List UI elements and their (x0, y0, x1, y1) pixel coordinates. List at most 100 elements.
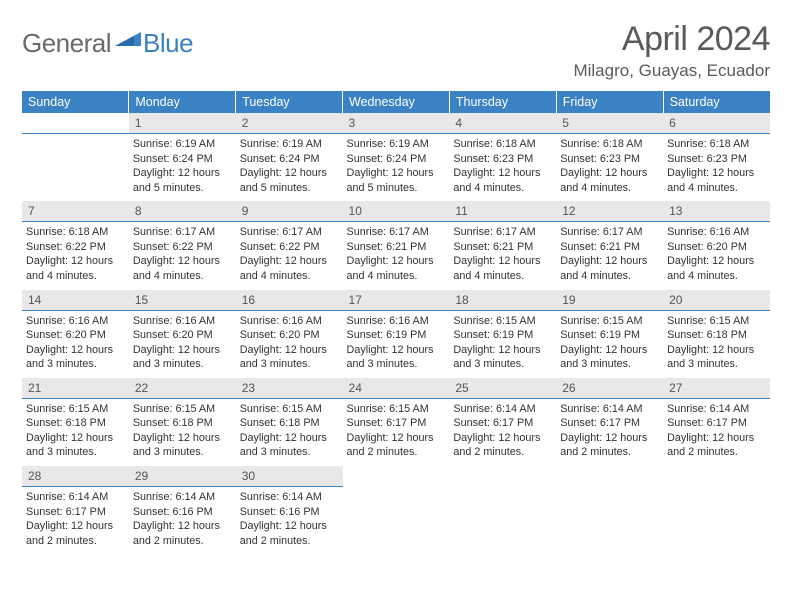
day-cell: 29Sunrise: 6:14 AMSunset: 6:16 PMDayligh… (129, 466, 236, 554)
day-number: 3 (343, 113, 450, 134)
sunset-text: Sunset: 6:23 PM (667, 152, 766, 167)
sunset-text: Sunset: 6:18 PM (240, 416, 339, 431)
day-cell: 24Sunrise: 6:15 AMSunset: 6:17 PMDayligh… (343, 378, 450, 466)
week-row: 14Sunrise: 6:16 AMSunset: 6:20 PMDayligh… (22, 290, 770, 378)
day-detail: Sunrise: 6:15 AMSunset: 6:19 PMDaylight:… (556, 311, 663, 378)
sunrise-text: Sunrise: 6:14 AM (453, 402, 552, 417)
sunset-text: Sunset: 6:22 PM (133, 240, 232, 255)
sunset-text: Sunset: 6:22 PM (26, 240, 125, 255)
week-row: 28Sunrise: 6:14 AMSunset: 6:17 PMDayligh… (22, 466, 770, 554)
day-number: 30 (236, 466, 343, 487)
sunrise-text: Sunrise: 6:15 AM (26, 402, 125, 417)
sunset-text: Sunset: 6:20 PM (240, 328, 339, 343)
day-cell: 22Sunrise: 6:15 AMSunset: 6:18 PMDayligh… (129, 378, 236, 466)
sunset-text: Sunset: 6:19 PM (347, 328, 446, 343)
day-number: 23 (236, 378, 343, 399)
daylight-text: Daylight: 12 hours and 2 minutes. (453, 431, 552, 460)
sunrise-text: Sunrise: 6:19 AM (133, 137, 232, 152)
sunset-text: Sunset: 6:17 PM (560, 416, 659, 431)
day-number: 16 (236, 290, 343, 311)
sunset-text: Sunset: 6:20 PM (26, 328, 125, 343)
day-number: 24 (343, 378, 450, 399)
day-cell: 26Sunrise: 6:14 AMSunset: 6:17 PMDayligh… (556, 378, 663, 466)
day-detail: Sunrise: 6:19 AMSunset: 6:24 PMDaylight:… (343, 134, 450, 201)
day-cell: 18Sunrise: 6:15 AMSunset: 6:19 PMDayligh… (449, 290, 556, 378)
header: General Blue April 2024 Milagro, Guayas,… (22, 20, 770, 81)
day-cell: 8Sunrise: 6:17 AMSunset: 6:22 PMDaylight… (129, 201, 236, 289)
daylight-text: Daylight: 12 hours and 4 minutes. (453, 254, 552, 283)
sunrise-text: Sunrise: 6:14 AM (240, 490, 339, 505)
day-cell: 10Sunrise: 6:17 AMSunset: 6:21 PMDayligh… (343, 201, 450, 289)
day-detail: Sunrise: 6:14 AMSunset: 6:17 PMDaylight:… (22, 487, 129, 554)
day-cell: 14Sunrise: 6:16 AMSunset: 6:20 PMDayligh… (22, 290, 129, 378)
day-detail: Sunrise: 6:17 AMSunset: 6:21 PMDaylight:… (449, 222, 556, 289)
day-number: 9 (236, 201, 343, 222)
weekday-header: Wednesday (343, 91, 450, 113)
day-detail: Sunrise: 6:14 AMSunset: 6:16 PMDaylight:… (236, 487, 343, 554)
sunrise-text: Sunrise: 6:15 AM (560, 314, 659, 329)
sunset-text: Sunset: 6:21 PM (560, 240, 659, 255)
sunrise-text: Sunrise: 6:14 AM (560, 402, 659, 417)
sunset-text: Sunset: 6:24 PM (133, 152, 232, 167)
day-number: 10 (343, 201, 450, 222)
day-number: 21 (22, 378, 129, 399)
day-number: 4 (449, 113, 556, 134)
sunrise-text: Sunrise: 6:18 AM (26, 225, 125, 240)
week-row: 1Sunrise: 6:19 AMSunset: 6:24 PMDaylight… (22, 113, 770, 201)
weekday-header: Monday (129, 91, 236, 113)
sunrise-text: Sunrise: 6:15 AM (667, 314, 766, 329)
day-cell: 20Sunrise: 6:15 AMSunset: 6:18 PMDayligh… (663, 290, 770, 378)
daylight-text: Daylight: 12 hours and 4 minutes. (347, 254, 446, 283)
sunset-text: Sunset: 6:17 PM (347, 416, 446, 431)
day-number: 12 (556, 201, 663, 222)
day-number: 15 (129, 290, 236, 311)
daylight-text: Daylight: 12 hours and 2 minutes. (26, 519, 125, 548)
day-cell: 1Sunrise: 6:19 AMSunset: 6:24 PMDaylight… (129, 113, 236, 201)
sunset-text: Sunset: 6:17 PM (26, 505, 125, 520)
daylight-text: Daylight: 12 hours and 3 minutes. (26, 431, 125, 460)
sunset-text: Sunset: 6:20 PM (667, 240, 766, 255)
day-number: 6 (663, 113, 770, 134)
day-number: 28 (22, 466, 129, 487)
day-number: 2 (236, 113, 343, 134)
day-number: 13 (663, 201, 770, 222)
day-number: 14 (22, 290, 129, 311)
day-number: 20 (663, 290, 770, 311)
sunset-text: Sunset: 6:18 PM (667, 328, 766, 343)
weekday-header: Friday (556, 91, 663, 113)
sunrise-text: Sunrise: 6:16 AM (667, 225, 766, 240)
day-cell: 2Sunrise: 6:19 AMSunset: 6:24 PMDaylight… (236, 113, 343, 201)
daylight-text: Daylight: 12 hours and 2 minutes. (560, 431, 659, 460)
day-number: 17 (343, 290, 450, 311)
daylight-text: Daylight: 12 hours and 2 minutes. (240, 519, 339, 548)
day-detail: Sunrise: 6:16 AMSunset: 6:20 PMDaylight:… (236, 311, 343, 378)
sunrise-text: Sunrise: 6:17 AM (347, 225, 446, 240)
daylight-text: Daylight: 12 hours and 3 minutes. (133, 343, 232, 372)
day-cell: 15Sunrise: 6:16 AMSunset: 6:20 PMDayligh… (129, 290, 236, 378)
sunrise-text: Sunrise: 6:17 AM (453, 225, 552, 240)
day-detail: Sunrise: 6:19 AMSunset: 6:24 PMDaylight:… (236, 134, 343, 201)
sunrise-text: Sunrise: 6:14 AM (133, 490, 232, 505)
sunset-text: Sunset: 6:16 PM (133, 505, 232, 520)
day-detail: Sunrise: 6:18 AMSunset: 6:23 PMDaylight:… (556, 134, 663, 201)
weekday-header: Thursday (449, 91, 556, 113)
sunrise-text: Sunrise: 6:16 AM (26, 314, 125, 329)
day-number: 5 (556, 113, 663, 134)
sunset-text: Sunset: 6:23 PM (453, 152, 552, 167)
day-detail: Sunrise: 6:14 AMSunset: 6:17 PMDaylight:… (449, 399, 556, 466)
day-cell (663, 466, 770, 554)
daylight-text: Daylight: 12 hours and 4 minutes. (26, 254, 125, 283)
day-cell: 12Sunrise: 6:17 AMSunset: 6:21 PMDayligh… (556, 201, 663, 289)
sunrise-text: Sunrise: 6:15 AM (240, 402, 339, 417)
day-detail: Sunrise: 6:17 AMSunset: 6:21 PMDaylight:… (556, 222, 663, 289)
day-cell (449, 466, 556, 554)
day-detail: Sunrise: 6:16 AMSunset: 6:20 PMDaylight:… (663, 222, 770, 289)
day-number: 11 (449, 201, 556, 222)
daylight-text: Daylight: 12 hours and 2 minutes. (347, 431, 446, 460)
day-cell: 16Sunrise: 6:16 AMSunset: 6:20 PMDayligh… (236, 290, 343, 378)
sunset-text: Sunset: 6:18 PM (26, 416, 125, 431)
sunrise-text: Sunrise: 6:16 AM (240, 314, 339, 329)
day-cell (556, 466, 663, 554)
day-number: 25 (449, 378, 556, 399)
daylight-text: Daylight: 12 hours and 4 minutes. (560, 166, 659, 195)
